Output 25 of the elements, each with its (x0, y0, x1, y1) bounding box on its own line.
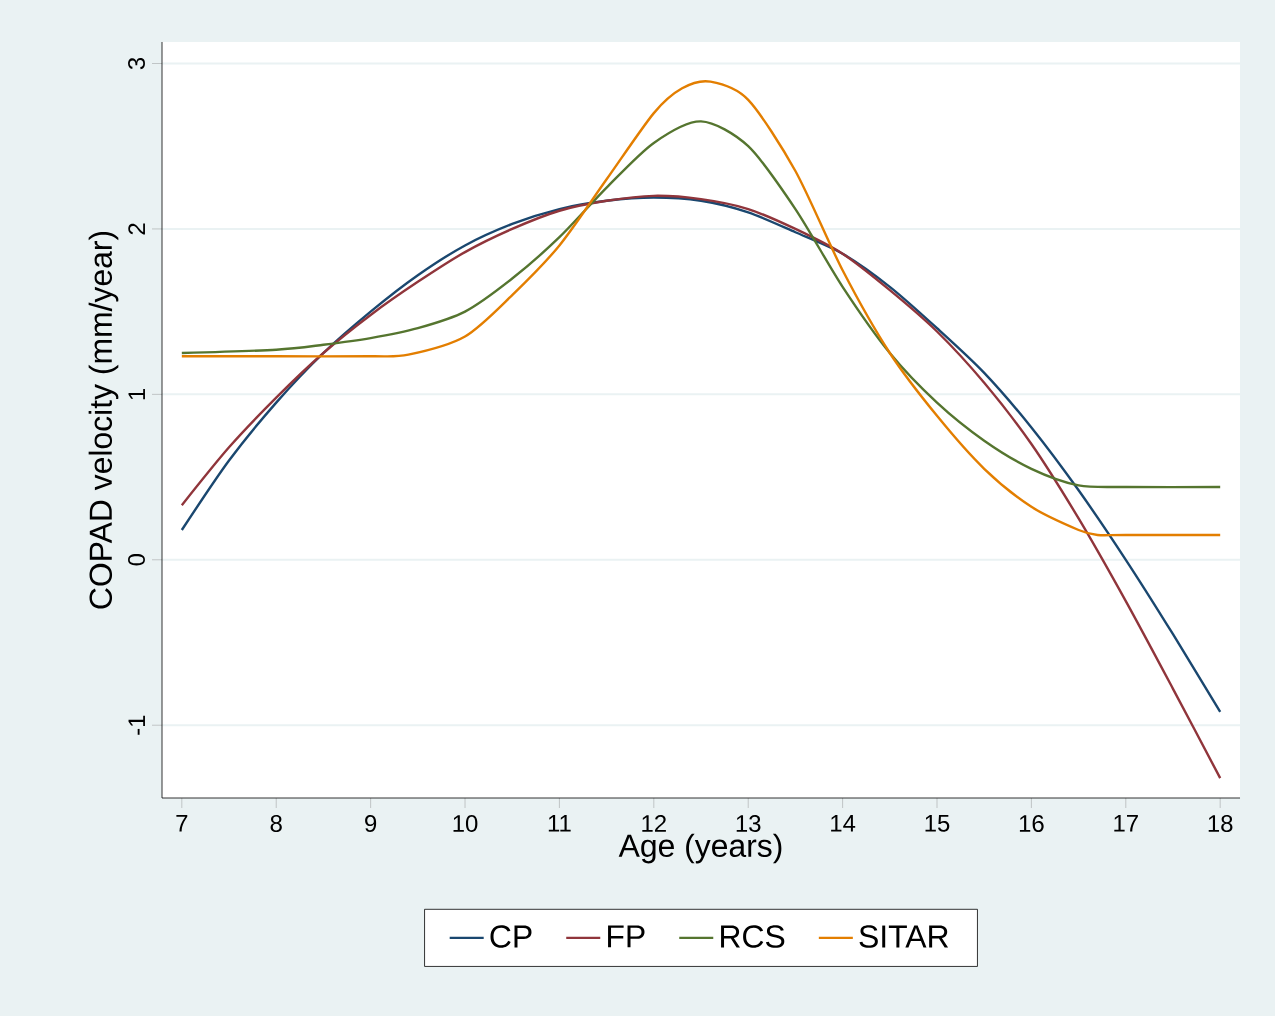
x-tick-label: 7 (176, 815, 188, 832)
x-tick-label: 15 (925, 815, 950, 832)
y-tick-label: -1 (128, 715, 145, 735)
x-axis-title: Age (years) (618, 833, 782, 864)
x-tick-label: 8 (270, 815, 282, 832)
x-tick-label: 11 (548, 815, 571, 832)
legend-label: CP (490, 925, 532, 948)
x-tick-label: 10 (453, 815, 478, 832)
y-axis-title: COPAD velocity (mm/year) (88, 231, 119, 609)
line-series (180, 120, 1222, 489)
x-tick-label: 17 (1114, 815, 1138, 832)
x-tick-label: 12 (642, 815, 666, 832)
x-tick-label: 16 (1019, 815, 1044, 832)
x-tick-label: 13 (736, 815, 761, 832)
x-tick-label: 18 (1208, 815, 1233, 832)
legend-label: RCS (721, 925, 785, 948)
y-tick-label: 0 (128, 554, 145, 566)
legend-label: SITAR (859, 925, 949, 948)
y-tick-label: 3 (128, 57, 145, 70)
x-tick-label: 14 (831, 815, 856, 832)
y-tick-label: 2 (128, 223, 145, 235)
legend-label: FP (608, 925, 645, 948)
line-series (180, 80, 1222, 537)
x-tick-label: 9 (365, 815, 377, 832)
y-tick-label: 1 (128, 388, 145, 400)
